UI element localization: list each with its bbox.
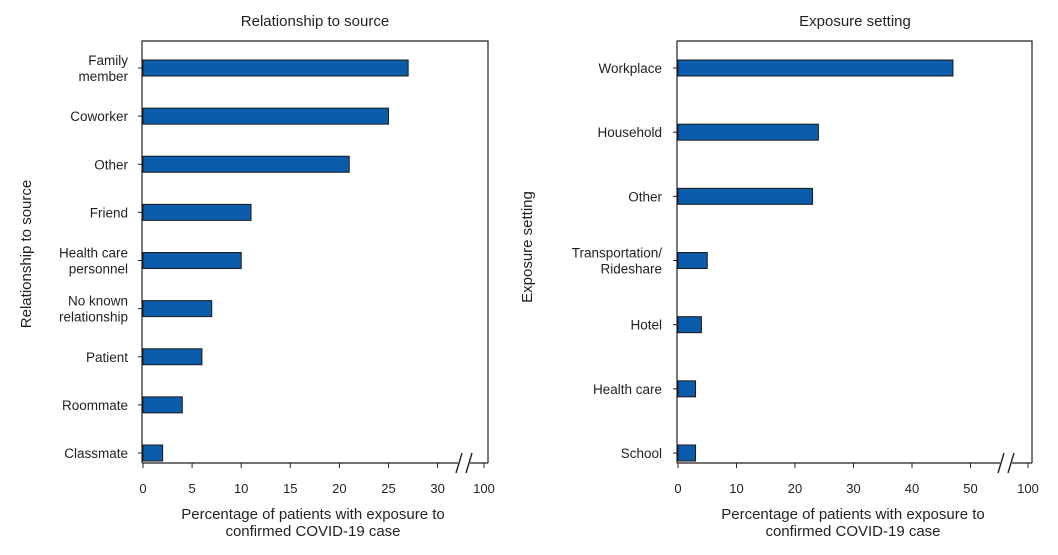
x-tick-label: 100 [1017,481,1039,496]
y-axis-label: Relationship to source [18,180,35,328]
bar [677,187,814,205]
bar [677,59,954,77]
x-tick-label: 30 [846,481,860,496]
category-label: Friend [90,205,128,220]
bar [677,380,697,398]
x-tick-label: 50 [963,481,977,496]
bar [677,316,702,334]
x-tick-label: 0 [139,481,146,496]
axis-break-mark [465,452,473,474]
category-label: Other [94,157,128,172]
category-label: Family member [78,53,128,84]
chart-panel-2: Exposure setting Workplace Household Other T… [519,13,1039,540]
x-tick-label: 20 [788,481,802,496]
bar [142,155,350,173]
category-label: Classmate [64,446,128,461]
axis-break-mark [455,452,463,474]
category-label: Workplace [598,61,662,76]
bar [677,252,708,269]
bar [677,123,819,141]
axis-break-mark [997,452,1005,474]
category-label: Health care personnel [59,246,128,277]
category-label: No known relationship [59,294,128,325]
category-label: Hotel [630,318,662,333]
category-label: Other [628,189,662,204]
category-label: Roommate [62,398,128,413]
bar [677,444,697,462]
chart-panel-1: Relationship to source Family member Cowork… [18,13,495,540]
chart-title: Exposure setting [799,13,911,30]
bar [142,300,213,318]
category-label: Health care [593,382,662,397]
category-label: Patient [86,350,128,365]
x-axis-label: Percentage of patients with exposure to c… [181,506,445,540]
category-label: School [621,446,662,461]
x-tick-label: 100 [473,481,495,496]
x-tick-label: 10 [234,481,248,496]
plot-frame [141,40,489,463]
x-tick-label: 20 [332,481,346,496]
bar [142,252,242,269]
y-axis-label: Exposure setting [519,191,536,303]
category-label: Coworker [70,109,128,124]
x-axis-label: Percentage of patients with exposure to c… [721,506,985,540]
category-label: Household [597,125,662,140]
x-tick-label: 30 [430,481,444,496]
bar [142,107,389,125]
x-tick-label: 25 [381,481,395,496]
category-label: Transportation/Rideshare [572,246,663,277]
x-tick-label: 5 [188,481,195,496]
x-tick-label: 10 [729,481,743,496]
axis-break-mark [1007,452,1015,474]
bar [142,444,164,462]
plot-frame [676,40,1033,463]
bar [142,396,183,414]
axis-break-gap [458,460,470,467]
bar [142,348,203,366]
x-tick-label: 15 [283,481,297,496]
axis-break-gap [1000,460,1012,467]
bar [142,203,252,221]
x-tick-label: 0 [674,481,681,496]
chart-title: Relationship to source [241,13,389,30]
x-tick-label: 40 [905,481,919,496]
bar [142,59,409,77]
